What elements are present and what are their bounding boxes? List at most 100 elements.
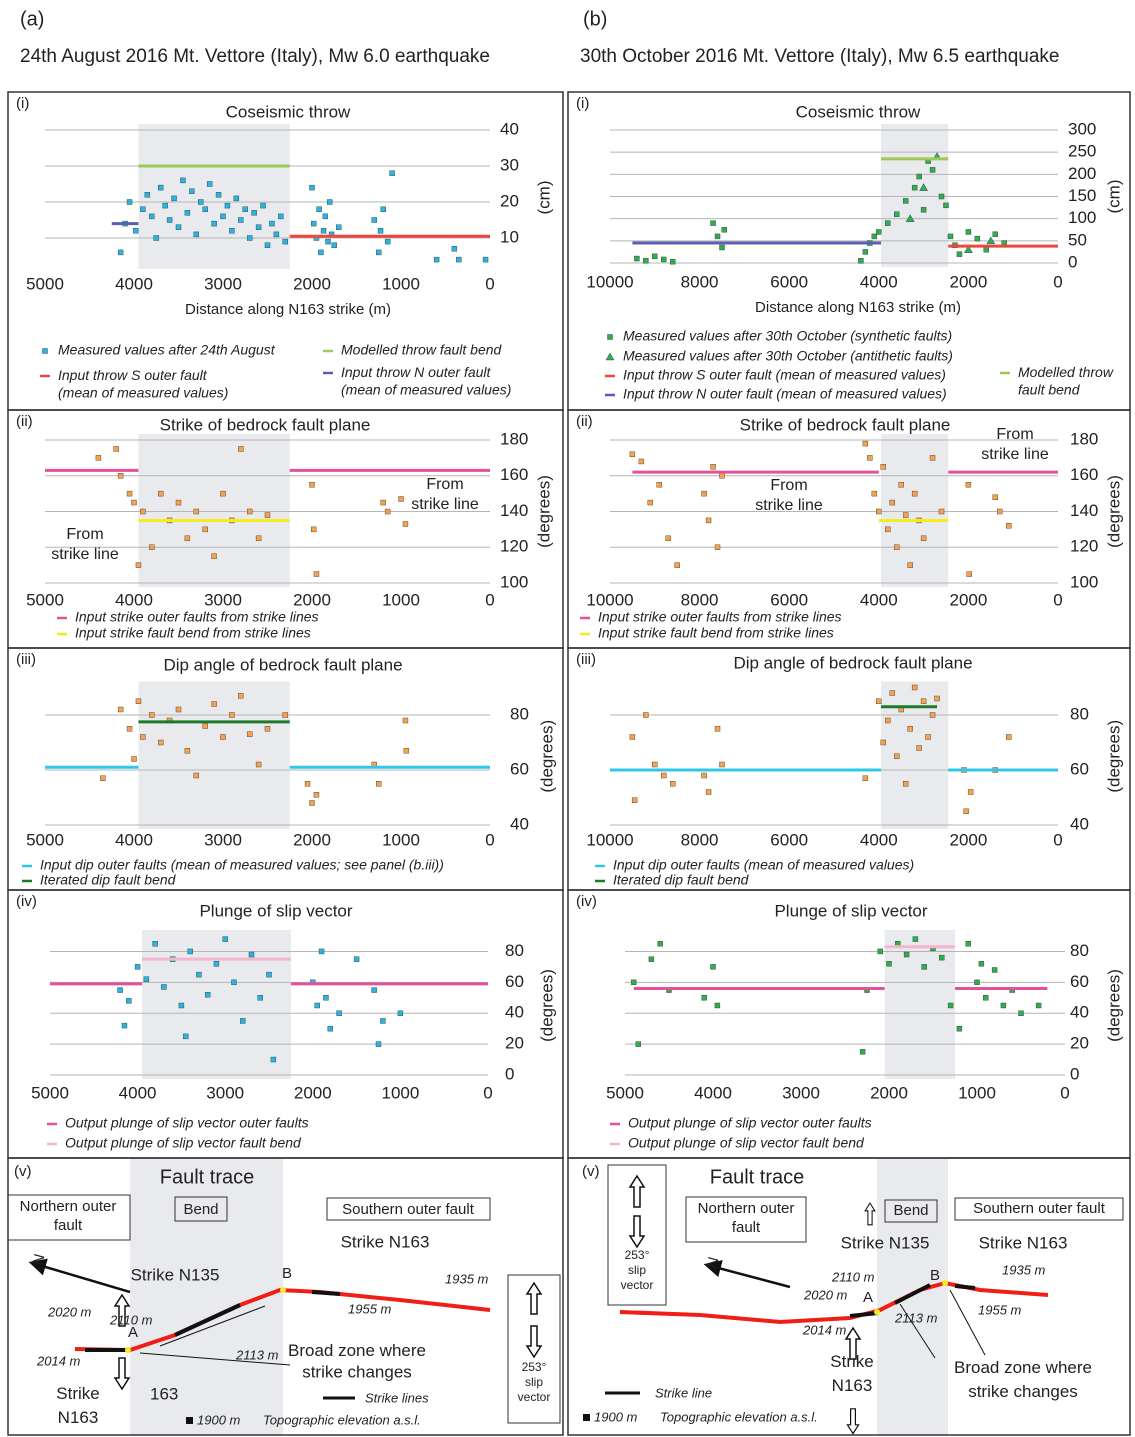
legend-label: Input throw S outer fault (mean of measur… — [58, 367, 228, 401]
data-point — [974, 979, 980, 986]
point-label: B — [930, 1267, 940, 1284]
data-point — [183, 1033, 189, 1040]
data-point — [196, 971, 202, 978]
data-point — [229, 228, 235, 234]
y-tick-label: 30 — [500, 155, 519, 174]
data-point — [862, 775, 869, 781]
data-point — [919, 183, 928, 191]
data-point — [929, 455, 936, 461]
chart-panel: (iii) Dip angle of bedrock fault plane 40 6… — [567, 647, 1131, 891]
data-point — [255, 224, 262, 230]
x-tick-label: 2000 — [870, 1083, 908, 1102]
data-point — [211, 701, 217, 707]
x-tick-label: 4000 — [860, 272, 898, 291]
label-box — [685, 1196, 807, 1243]
legend-swatch — [607, 334, 613, 340]
data-point — [380, 499, 386, 506]
data-point — [925, 734, 931, 740]
data-point — [862, 249, 869, 255]
x-tick-label: 4000 — [115, 274, 153, 293]
data-point — [193, 231, 200, 238]
elevation-label: 2110 m — [109, 1312, 153, 1327]
panel-label: (v) — [14, 1163, 32, 1180]
legend-text: Strike line — [655, 1385, 712, 1400]
data-point — [189, 188, 195, 194]
data-point — [714, 726, 721, 732]
strike-label: Strike N163 — [341, 1232, 430, 1251]
panel-frame — [7, 1157, 564, 1436]
data-point — [229, 712, 235, 718]
data-point — [397, 1010, 404, 1016]
strike-label: Strike N163 — [56, 1384, 99, 1427]
point-label: B — [282, 1265, 292, 1282]
data-point — [384, 238, 391, 245]
label-box — [7, 1194, 131, 1241]
y-tick-label: 20 — [1070, 1034, 1089, 1053]
x-tick-label: 4000 — [115, 830, 153, 849]
column-title: 30th October 2016 Mt. Vettore (Italy), M… — [580, 46, 1059, 67]
data-point — [705, 789, 712, 795]
bend-region — [138, 434, 290, 587]
data-point — [885, 717, 891, 724]
data-point — [902, 781, 909, 787]
data-point — [376, 249, 382, 256]
x-tick-label: 8000 — [681, 830, 719, 849]
legend-label: Modelled throw fault bend — [1018, 364, 1114, 398]
data-point — [222, 936, 228, 942]
y-tick-label: 50 — [1068, 230, 1087, 249]
legend-label: Output plunge of slip vector fault bend — [65, 1135, 302, 1151]
strike-lines — [849, 1283, 976, 1318]
y-axis-label: (degrees) — [1104, 720, 1123, 793]
panel-title: Strike of bedrock fault plane — [740, 415, 951, 434]
data-point — [313, 571, 320, 577]
point-a — [125, 1347, 131, 1353]
data-point — [336, 224, 342, 230]
data-point — [907, 562, 913, 568]
y-tick-label: 80 — [1070, 941, 1089, 960]
data-point — [643, 258, 649, 264]
data-point — [311, 526, 317, 533]
data-point — [117, 249, 124, 256]
data-point — [983, 995, 989, 1001]
data-point — [876, 508, 882, 515]
data-point — [721, 227, 727, 233]
data-point — [144, 192, 151, 198]
data-point — [353, 956, 360, 962]
bend-region — [881, 434, 949, 587]
data-point — [314, 1002, 320, 1009]
data-point — [327, 199, 333, 205]
slip-arrow — [526, 1325, 542, 1358]
data-point — [126, 998, 132, 1004]
elevation-label: 1935 m — [445, 1271, 489, 1286]
data-point — [309, 800, 315, 806]
data-point — [920, 535, 927, 542]
data-point — [255, 761, 262, 768]
data-point — [175, 499, 182, 506]
legend-text: 1900 m — [197, 1412, 241, 1427]
broad-zone-label: Broad zone where strike changes — [954, 1358, 1092, 1401]
data-point — [149, 213, 155, 220]
data-point — [1006, 523, 1012, 529]
data-point — [180, 177, 186, 184]
pointer — [899, 1303, 936, 1359]
legend-label: Input strike fault bend from strike line… — [598, 625, 834, 641]
x-tick-label: 3000 — [782, 1083, 820, 1102]
panel-title: Dip angle of bedrock fault plane — [733, 653, 972, 672]
data-point — [402, 717, 409, 724]
data-point — [1000, 1002, 1007, 1009]
data-point — [631, 797, 638, 803]
data-point — [184, 748, 191, 754]
data-point — [886, 961, 892, 967]
data-point — [206, 181, 213, 187]
data-point — [161, 984, 167, 990]
data-point — [965, 481, 972, 488]
data-point — [309, 481, 315, 488]
panel-label: (iii) — [576, 651, 596, 668]
data-point — [876, 698, 882, 704]
data-point — [100, 775, 106, 781]
data-point — [661, 772, 667, 779]
x-tick-label: 2000 — [294, 1083, 332, 1102]
data-point — [131, 756, 137, 762]
data-point — [134, 964, 141, 970]
data-point — [451, 246, 458, 252]
